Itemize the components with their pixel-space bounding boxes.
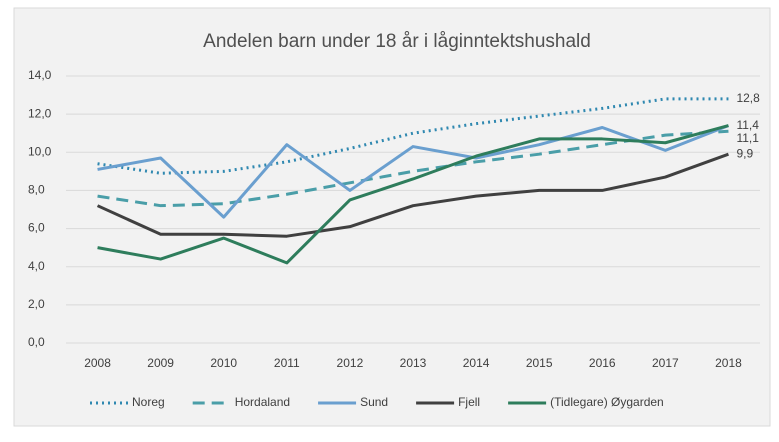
x-tick-label: 2016 [589, 356, 616, 370]
x-tick-label: 2015 [526, 356, 553, 370]
y-tick-label: 6,0 [28, 221, 45, 235]
x-tick-label: 2017 [652, 356, 679, 370]
x-tick-label: 2010 [210, 356, 237, 370]
legend-label: Sund [360, 395, 388, 409]
legend-label: Noreg [132, 395, 165, 409]
legend-label: Hordaland [235, 395, 290, 409]
y-tick-label: 8,0 [28, 183, 45, 197]
data-label: 11,1 [736, 131, 759, 145]
chart-title: Andelen barn under 18 år i låginntektshu… [203, 31, 591, 52]
y-tick-label: 14,0 [28, 68, 52, 82]
data-label: 9,9 [736, 146, 753, 160]
x-tick-label: 2008 [84, 356, 111, 370]
series-line [96, 152, 729, 238]
data-label: 12,8 [736, 91, 760, 105]
y-tick-label: 2,0 [28, 297, 45, 311]
y-tick-label: 0,0 [28, 335, 45, 349]
x-tick-label: 2018 [715, 356, 742, 370]
series-line [97, 129, 729, 208]
x-tick-label: 2009 [147, 356, 174, 370]
x-tick-label: 2013 [400, 356, 427, 370]
x-tick-label: 2011 [274, 356, 300, 370]
x-tick-label: 2014 [463, 356, 490, 370]
legend-label: Fjell [458, 395, 480, 409]
legend-label: (Tidlegare) Øygarden [550, 395, 664, 409]
y-tick-label: 10,0 [28, 144, 52, 158]
data-label: 11,4 [736, 118, 759, 132]
x-tick-label: 2012 [337, 356, 364, 370]
y-tick-label: 12,0 [28, 106, 52, 120]
y-tick-label: 4,0 [28, 259, 45, 273]
series-line [97, 124, 729, 265]
chart-background [13, 7, 771, 427]
series-line [97, 124, 730, 219]
